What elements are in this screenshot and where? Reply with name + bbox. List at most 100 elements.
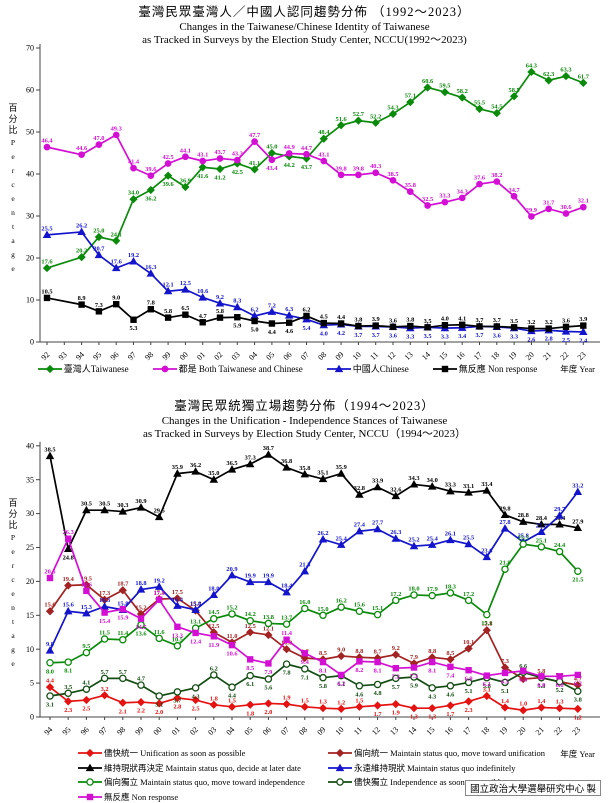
svg-text:17.2: 17.2 [463,591,474,598]
svg-text:13.6: 13.6 [135,630,147,637]
svg-text:1.3: 1.3 [410,714,418,721]
svg-text:62.3: 62.3 [543,71,554,78]
svg-text:18: 18 [479,725,491,737]
svg-text:27.8: 27.8 [499,519,510,526]
svg-text:52.2: 52.2 [370,113,381,120]
svg-text:2.3: 2.3 [465,707,473,714]
legend-item: 都是 Both Taiwanese and Chinese [152,362,303,375]
svg-text:4.7: 4.7 [199,313,208,320]
svg-text:18.0: 18.0 [408,585,419,592]
svg-text:1.4: 1.4 [537,698,546,705]
svg-text:5.8: 5.8 [216,308,224,315]
svg-text:26.3: 26.3 [63,529,74,536]
svg-text:4.7: 4.7 [137,676,146,683]
svg-text:46.4: 46.4 [41,138,53,145]
svg-text:7.9: 7.9 [410,654,418,661]
svg-text:13: 13 [403,350,415,362]
svg-text:43.7: 43.7 [301,164,313,171]
svg-text:41.1: 41.1 [249,160,260,167]
svg-text:39.6: 39.6 [145,166,157,173]
legend-item: 中國人Chinese [326,362,409,375]
svg-text:33.4: 33.4 [481,481,493,488]
svg-text:7.3: 7.3 [410,673,418,680]
svg-text:17.5: 17.5 [172,589,183,596]
svg-text:41.4: 41.4 [128,159,140,166]
svg-text:21: 21 [541,350,553,362]
svg-text:11.4: 11.4 [281,630,293,637]
svg-text:1.8: 1.8 [246,710,254,717]
svg-text:15: 15 [425,725,437,737]
svg-text:30.6: 30.6 [560,204,572,211]
svg-text:8.0: 8.0 [46,668,54,675]
svg-text:6.2: 6.2 [210,665,218,672]
svg-text:12.5: 12.5 [245,623,256,630]
svg-text:27.9: 27.9 [572,518,583,525]
svg-text:43.1: 43.1 [318,151,329,158]
svg-text:02: 02 [188,725,200,737]
svg-text:00: 00 [152,725,164,737]
legend-label: 都是 Both Taiwanese and Chinese [178,364,303,374]
svg-text:04: 04 [224,725,236,737]
svg-text:33.9: 33.9 [372,478,383,485]
svg-text:14.2: 14.2 [245,611,256,618]
svg-text:35.8: 35.8 [299,465,310,472]
svg-text:21.8: 21.8 [499,560,510,567]
svg-text:30.3: 30.3 [117,502,128,509]
svg-text:52.7: 52.7 [353,111,365,118]
svg-text:9.0: 9.0 [337,646,345,653]
svg-text:7.3: 7.3 [95,302,103,309]
svg-text:1.3: 1.3 [556,699,564,706]
svg-text:11: 11 [352,725,364,737]
svg-text:14: 14 [420,350,432,362]
svg-text:5.8: 5.8 [537,668,545,675]
svg-text:19.4: 19.4 [63,576,75,583]
svg-text:41.6: 41.6 [197,173,209,180]
svg-text:3.8: 3.8 [574,697,582,704]
svg-text:01: 01 [170,725,182,737]
svg-text:13.1: 13.1 [190,619,201,626]
svg-text:40: 40 [26,170,34,179]
svg-text:10: 10 [351,350,363,362]
svg-text:4.6: 4.6 [355,691,364,698]
svg-text:23.6: 23.6 [481,547,493,554]
svg-text:18.6: 18.6 [81,581,93,588]
svg-text:10: 10 [334,725,346,737]
svg-text:17.4: 17.4 [154,590,166,597]
svg-text:06: 06 [261,725,273,737]
svg-text:11.5: 11.5 [99,630,110,637]
svg-text:15.3: 15.3 [81,604,92,611]
svg-text:17: 17 [461,725,473,737]
svg-text:5.1: 5.1 [501,688,509,695]
svg-text:25.1: 25.1 [536,537,547,544]
svg-text:2.1: 2.1 [119,708,127,715]
svg-text:5.7: 5.7 [101,669,110,676]
svg-text:1.9: 1.9 [392,710,400,717]
svg-text:2.0: 2.0 [264,709,272,716]
svg-text:10.0: 10.0 [281,640,292,647]
svg-text:18: 18 [489,350,501,362]
svg-text:10.5: 10.5 [41,288,52,295]
svg-text:60: 60 [26,86,34,95]
svg-text:49.3: 49.3 [111,125,122,132]
svg-text:33.3: 33.3 [445,482,456,489]
svg-text:22: 22 [558,350,570,362]
svg-text:4.0: 4.0 [320,331,328,338]
svg-text:4.2: 4.2 [337,330,345,337]
svg-text:12: 12 [370,725,382,737]
svg-text:25.4: 25.4 [336,535,348,542]
svg-text:41.2: 41.2 [214,174,225,181]
svg-text:5.4: 5.4 [303,325,312,332]
svg-text:25.5: 25.5 [463,535,474,542]
svg-text:6.6: 6.6 [519,663,528,670]
svg-text:94: 94 [42,725,54,737]
stance-chart-subtitle-2: as Tracked in Surveys by Election Study … [142,428,467,441]
svg-text:4.0: 4.0 [441,316,449,323]
svg-text:39.8: 39.8 [353,165,364,172]
svg-text:3.6: 3.6 [389,317,398,324]
svg-text:29.9: 29.9 [526,207,537,214]
svg-text:3.5: 3.5 [64,684,72,691]
svg-text:1.0: 1.0 [519,701,527,708]
svg-text:3.7: 3.7 [173,697,182,704]
stance-legend: 儘快統一 Unification as soon as possible 偏向統一… [78,747,608,803]
svg-text:57.1: 57.1 [405,93,416,100]
